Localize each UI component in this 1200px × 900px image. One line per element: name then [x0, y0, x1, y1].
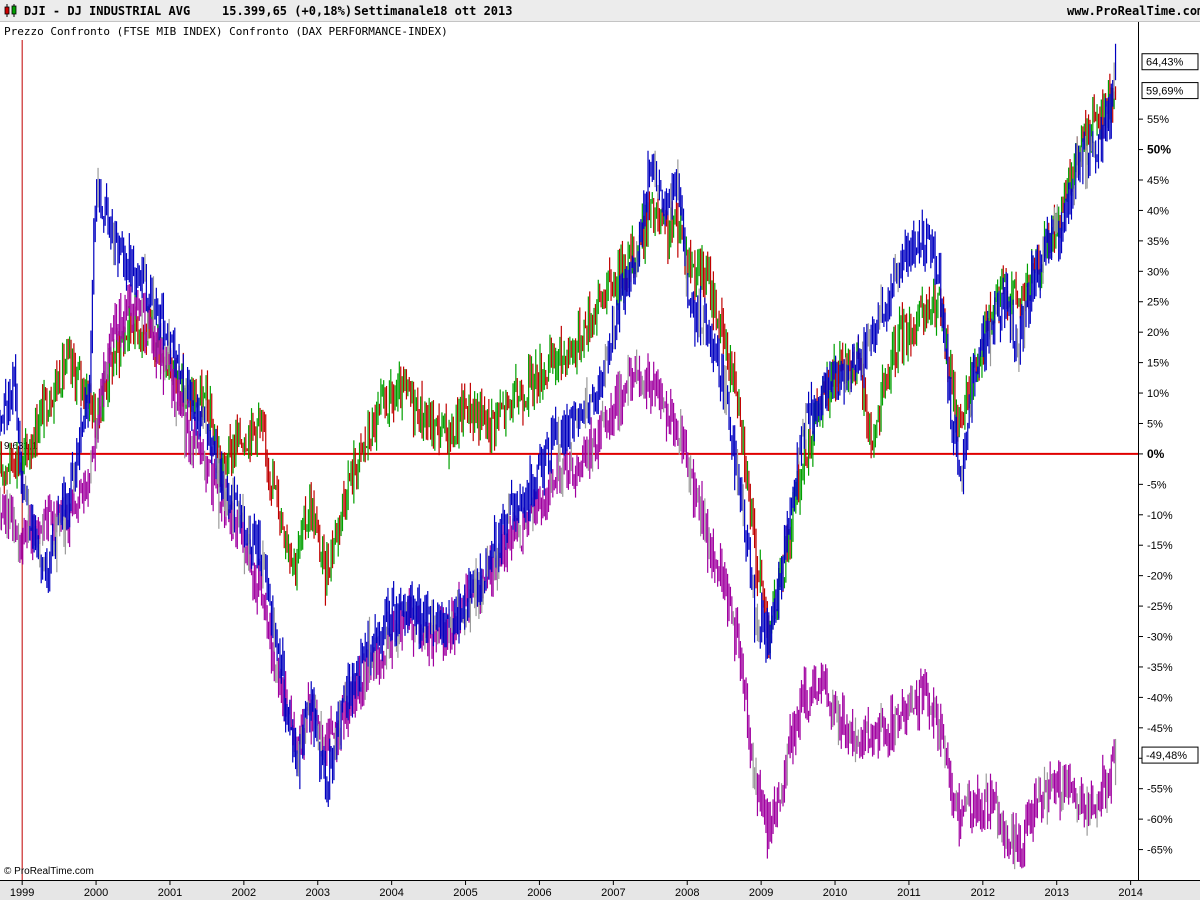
y-tick-label: 10%: [1147, 388, 1169, 400]
y-tick-label: -60%: [1147, 814, 1173, 826]
x-tick-label: 2005: [453, 887, 477, 899]
y-tick-label: -20%: [1147, 571, 1173, 583]
x-tick-label: 2003: [306, 887, 330, 899]
y-tick-label: -5%: [1147, 479, 1167, 491]
chart-header-bar: DJI - DJ INDUSTRIAL AVG 15.399,65 (+0,18…: [0, 0, 1200, 22]
candlestick-icon: [4, 4, 17, 17]
x-tick-label: 2000: [84, 887, 108, 899]
y-tick-label: 55%: [1147, 114, 1169, 126]
x-tick-label: 2012: [971, 887, 995, 899]
last-value-label: 64,43%: [1146, 57, 1184, 69]
y-tick-label: -45%: [1147, 723, 1173, 735]
comparison-legend: Prezzo Confronto (FTSE MIB INDEX) Confro…: [4, 25, 448, 38]
x-tick-label: 2007: [601, 887, 625, 899]
x-tick-label: 2001: [158, 887, 182, 899]
x-axis-panel: [0, 880, 1200, 900]
x-tick-label: 2014: [1118, 887, 1142, 899]
x-tick-label: 2011: [897, 887, 921, 899]
date-label: 18 ott 2013: [433, 4, 513, 18]
y-axis-panel: [1138, 22, 1200, 880]
y-tick-label: 5%: [1147, 418, 1163, 430]
x-tick-label: 2013: [1044, 887, 1068, 899]
last-value-label: 59,69%: [1146, 86, 1184, 98]
y-tick-label: -55%: [1147, 784, 1173, 796]
x-tick-label: 1999: [10, 887, 34, 899]
last-value-box: [1141, 53, 1199, 71]
y-tick-label: 0%: [1147, 447, 1165, 461]
y-tick-label: -10%: [1147, 510, 1173, 522]
x-tick-label: 2008: [675, 887, 699, 899]
price-change: 15.399,65 (+0,18%): [222, 4, 353, 18]
last-value-label: -49,48%: [1146, 750, 1187, 762]
y-tick-label: 15%: [1147, 358, 1169, 370]
zero-price-label: 9.631,1: [4, 441, 38, 452]
y-tick-label: 40%: [1147, 205, 1169, 217]
series-dax: [0, 43, 1117, 807]
x-tick-label: 2004: [379, 887, 403, 899]
y-tick-label: 20%: [1147, 327, 1169, 339]
y-tick-label: 45%: [1147, 175, 1169, 187]
y-tick-label: -35%: [1147, 662, 1173, 674]
x-tick-label: 2002: [232, 887, 256, 899]
y-tick-label: 35%: [1147, 236, 1169, 248]
y-tick-label: 25%: [1147, 297, 1169, 309]
symbol-title: DJI - DJ INDUSTRIAL AVG: [24, 4, 191, 18]
last-value-box: [1141, 746, 1199, 764]
y-tick-label: -40%: [1147, 692, 1173, 704]
x-tick-label: 2010: [823, 887, 847, 899]
y-tick-label: 50%: [1147, 143, 1171, 157]
y-tick-label: -25%: [1147, 601, 1173, 613]
y-tick-label: 30%: [1147, 266, 1169, 278]
x-tick-label: 2009: [749, 887, 773, 899]
period-label: Settimanale: [354, 4, 434, 18]
y-tick-label: -65%: [1147, 845, 1173, 857]
x-tick-label: 2006: [527, 887, 551, 899]
site-link[interactable]: www.ProRealTime.com: [1067, 4, 1200, 18]
last-value-box: [1141, 82, 1199, 100]
y-tick-label: -30%: [1147, 632, 1173, 644]
credit-label: © ProRealTime.com: [4, 866, 94, 877]
y-tick-label: -15%: [1147, 540, 1173, 552]
